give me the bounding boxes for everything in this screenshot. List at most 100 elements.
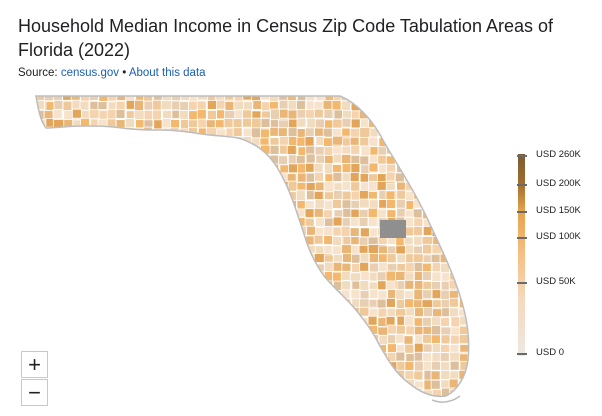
- zcta-area[interactable]: [315, 217, 325, 228]
- zcta-area[interactable]: [368, 162, 379, 173]
- zcta-area[interactable]: [296, 200, 307, 210]
- zcta-area[interactable]: [412, 208, 423, 219]
- zcta-area[interactable]: [341, 127, 352, 138]
- zcta-area[interactable]: [170, 119, 180, 129]
- zcta-area[interactable]: [332, 199, 342, 209]
- zcta-area[interactable]: [350, 118, 361, 129]
- zcta-area[interactable]: [386, 199, 396, 209]
- zcta-area[interactable]: [377, 307, 388, 318]
- zcta-area[interactable]: [396, 253, 407, 264]
- about-data-link[interactable]: About this data: [128, 67, 206, 79]
- zcta-area[interactable]: [296, 128, 307, 138]
- zcta-area[interactable]: [430, 370, 441, 381]
- zcta-area[interactable]: [349, 172, 360, 183]
- zcta-area[interactable]: [232, 127, 243, 138]
- zcta-area[interactable]: [404, 298, 415, 309]
- zcta-area[interactable]: [332, 236, 343, 246]
- zcta-area[interactable]: [207, 109, 217, 120]
- zcta-area[interactable]: [396, 207, 407, 218]
- zcta-area[interactable]: [385, 297, 396, 308]
- zcta-area[interactable]: [448, 297, 459, 308]
- zcta-area[interactable]: [395, 351, 406, 362]
- zcta-area[interactable]: [450, 334, 460, 345]
- zcta-area[interactable]: [296, 136, 307, 147]
- zcta-area[interactable]: [403, 335, 414, 346]
- zcta-area[interactable]: [422, 289, 433, 300]
- zcta-area[interactable]: [440, 361, 450, 372]
- zcta-area[interactable]: [304, 127, 315, 138]
- zcta-area[interactable]: [430, 253, 441, 264]
- zcta-area[interactable]: [439, 317, 450, 327]
- zcta-area[interactable]: [359, 136, 370, 147]
- zcta-area[interactable]: [440, 343, 450, 354]
- zcta-area[interactable]: [305, 109, 315, 119]
- zcta-area[interactable]: [313, 108, 324, 119]
- zcta-area[interactable]: [305, 182, 316, 192]
- zcta-area[interactable]: [197, 118, 208, 129]
- zcta-area[interactable]: [279, 136, 289, 146]
- zcta-area[interactable]: [115, 100, 126, 111]
- zcta-area[interactable]: [188, 100, 198, 111]
- zcta-area[interactable]: [305, 172, 316, 183]
- zcta-area[interactable]: [404, 361, 415, 371]
- map-area[interactable]: [0, 92, 500, 416]
- source-link[interactable]: census.gov: [60, 67, 120, 79]
- zcta-area[interactable]: [386, 307, 397, 318]
- zcta-area[interactable]: [98, 110, 109, 120]
- zcta-area[interactable]: [313, 234, 324, 245]
- zcta-area[interactable]: [314, 171, 324, 182]
- zcta-area[interactable]: [277, 127, 288, 138]
- zcta-area[interactable]: [71, 108, 82, 119]
- zcta-area[interactable]: [331, 245, 342, 256]
- zcta-area[interactable]: [288, 118, 298, 129]
- zcta-area[interactable]: [358, 208, 369, 219]
- zcta-area[interactable]: [269, 145, 280, 155]
- zcta-area[interactable]: [304, 208, 315, 219]
- zcta-area[interactable]: [350, 236, 361, 247]
- zcta-area[interactable]: [404, 244, 415, 255]
- zcta-area[interactable]: [242, 109, 252, 120]
- zcta-area[interactable]: [278, 155, 288, 166]
- zcta-area[interactable]: [359, 252, 370, 263]
- zcta-area[interactable]: [171, 100, 182, 111]
- zcta-area[interactable]: [179, 101, 190, 111]
- zcta-area[interactable]: [242, 127, 253, 138]
- zcta-area[interactable]: [431, 289, 442, 300]
- zcta-area[interactable]: [387, 324, 398, 335]
- zcta-area[interactable]: [358, 236, 369, 247]
- zcta-area[interactable]: [377, 146, 388, 157]
- zcta-area[interactable]: [232, 118, 243, 129]
- zcta-area[interactable]: [314, 181, 325, 192]
- zcta-area[interactable]: [449, 360, 460, 371]
- zcta-area[interactable]: [279, 108, 289, 119]
- zcta-area[interactable]: [431, 343, 442, 353]
- zcta-area[interactable]: [385, 190, 396, 201]
- zoom-in-button[interactable]: +: [21, 351, 48, 378]
- zcta-area[interactable]: [405, 325, 416, 336]
- zcta-area[interactable]: [341, 117, 352, 128]
- zcta-area[interactable]: [412, 226, 423, 236]
- zcta-area[interactable]: [421, 262, 432, 273]
- zcta-area[interactable]: [287, 127, 298, 138]
- zcta-area[interactable]: [367, 217, 378, 227]
- zcta-area[interactable]: [252, 100, 263, 110]
- zcta-area[interactable]: [367, 315, 378, 326]
- zcta-area[interactable]: [323, 146, 334, 157]
- zcta-area[interactable]: [359, 155, 370, 166]
- zcta-area[interactable]: [35, 100, 45, 110]
- zcta-area[interactable]: [360, 164, 371, 175]
- zcta-area[interactable]: [377, 280, 388, 291]
- zcta-area[interactable]: [349, 227, 360, 238]
- zcta-area[interactable]: [88, 92, 99, 101]
- zcta-area[interactable]: [313, 207, 324, 218]
- zcta-area[interactable]: [115, 109, 126, 119]
- zcta-area[interactable]: [333, 109, 344, 120]
- zcta-area[interactable]: [323, 235, 334, 245]
- zcta-area[interactable]: [351, 253, 361, 264]
- zcta-area[interactable]: [223, 118, 234, 128]
- zcta-area[interactable]: [404, 279, 415, 290]
- zcta-area[interactable]: [333, 189, 343, 200]
- zcta-area[interactable]: [350, 154, 361, 165]
- zcta-area[interactable]: [404, 343, 415, 354]
- zcta-area[interactable]: [422, 333, 432, 344]
